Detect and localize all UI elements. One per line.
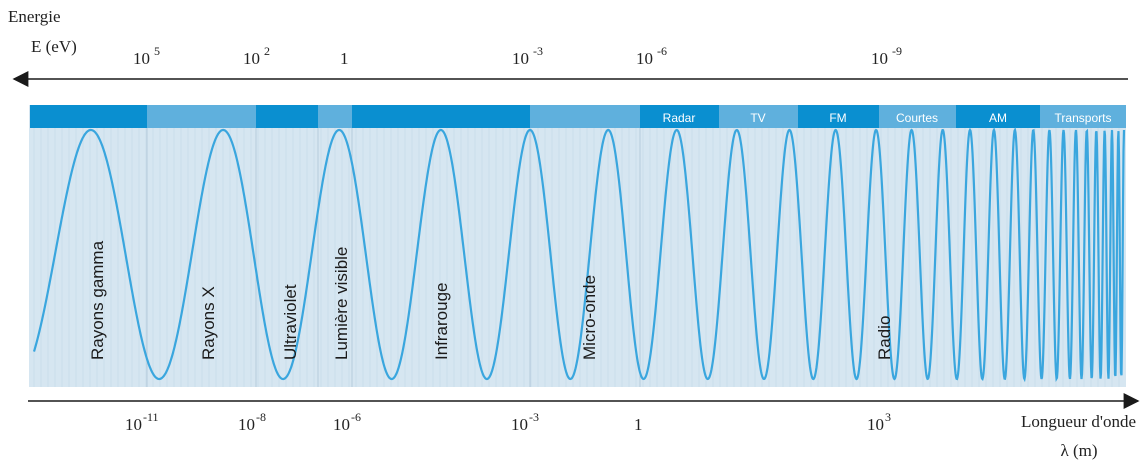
band-label-visible: Lumière visible (332, 247, 351, 360)
energy-axis-label-line1: Energie (8, 7, 61, 26)
band-label-ultraviolet: Ultraviolet (281, 284, 300, 360)
bar-segment-ultraviolet (256, 105, 318, 128)
band-label-xray: Rayons X (199, 286, 218, 360)
band-label-gamma: Rayons gamma (88, 240, 107, 360)
subband-label-fm: FM (829, 111, 846, 125)
band-color-bar (30, 105, 1126, 128)
band-label-microwave: Micro-onde (580, 275, 599, 360)
energy-tick-label: 10 -3 (512, 44, 543, 68)
bar-segment-fm (798, 105, 879, 128)
subband-label-tv: TV (750, 111, 765, 125)
subband-label-transports: Transports (1055, 111, 1112, 125)
bar-segment-transports (1040, 105, 1126, 128)
energy-tick-label: 10 5 (133, 44, 160, 68)
energy-axis-label-line2: E (eV) (31, 37, 77, 56)
bar-segment-gamma (30, 105, 147, 128)
bar-segment-visible (318, 105, 352, 128)
bar-segment-xray (147, 105, 256, 128)
electromagnetic-wave (32, 127, 1126, 383)
wavelength-tick-label: 10-3 (511, 410, 539, 434)
bar-segment-tv (719, 105, 798, 128)
bar-segment-am (956, 105, 1040, 128)
band-label-infrared: Infrarouge (432, 283, 451, 361)
bar-segment-infrared (352, 105, 530, 128)
wavelength-tick-label: 103 (867, 410, 891, 434)
subband-label-radar: Radar (663, 111, 696, 125)
energy-tick-label: 10 -9 (871, 44, 902, 68)
energy-tick-label: 10 2 (243, 44, 270, 68)
band-label-radio: Radio (875, 316, 894, 360)
subband-label-am: AM (989, 111, 1007, 125)
bar-segment-microwave (530, 105, 640, 128)
wavelength-tick-label: 10-8 (238, 410, 266, 434)
bar-segment-courtes (879, 105, 956, 128)
subband-label-courtes: Courtes (896, 111, 938, 125)
bar-segment-radar (640, 105, 719, 128)
wavelength-axis-label-line2: λ (m) (1060, 441, 1097, 460)
wavelength-axis-label-line1: Longueur d'onde (1021, 412, 1136, 431)
wavelength-tick-label: 10-6 (333, 410, 361, 434)
wavelength-tick-label: 1 (634, 415, 643, 434)
energy-tick-label: 10 -6 (636, 44, 667, 68)
wavelength-tick-label: 10-11 (125, 410, 159, 434)
energy-tick-label: 1 (340, 49, 349, 68)
